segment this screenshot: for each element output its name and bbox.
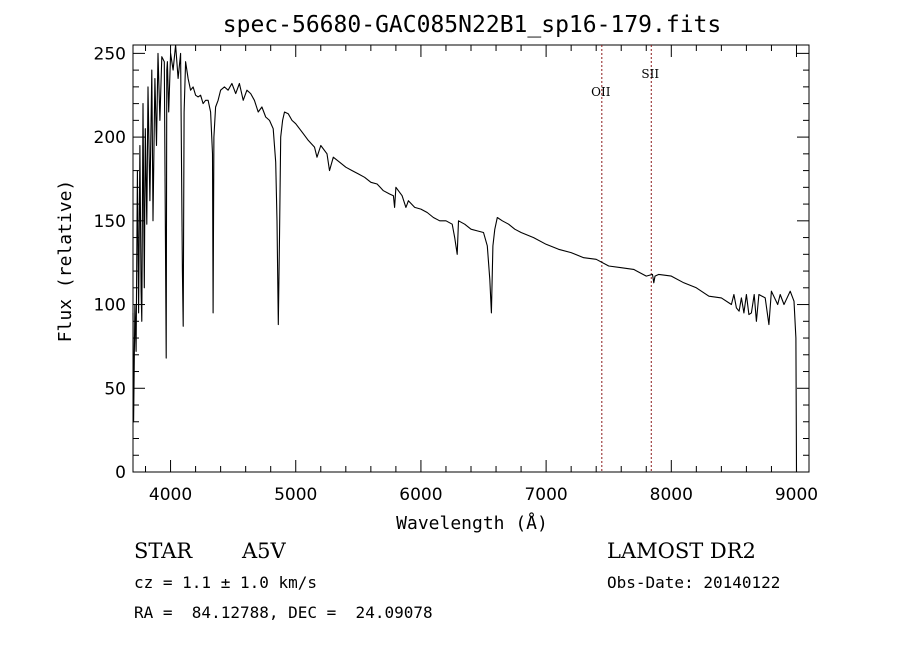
y-tick-label: 250 [94, 44, 126, 64]
y-tick-label: 150 [94, 212, 126, 232]
reference-label-sii: SII [641, 67, 659, 81]
object-type: STAR [134, 539, 193, 563]
x-tick-label: 8000 [650, 485, 693, 505]
spectral-subclass: A5V [242, 539, 286, 563]
axis-ticks [133, 45, 809, 473]
reference-label-oii: OII [591, 85, 611, 99]
survey-release: LAMOST DR2 [607, 539, 756, 563]
x-axis-label: Wavelength (Å) [396, 512, 548, 534]
chart-title: spec-56680-GAC085N22B1_sp16-179.fits [223, 12, 722, 38]
observation-date: Obs-Date: 20140122 [607, 573, 781, 592]
y-tick-label: 200 [94, 128, 126, 148]
x-tick-label: 4000 [149, 485, 192, 505]
reference-lines: OII SII [591, 45, 659, 472]
y-tick-label: 100 [94, 296, 126, 316]
y-tick-label: 50 [104, 379, 126, 399]
redshift-cz: cz = 1.1 ± 1.0 km/s [134, 573, 318, 592]
y-axis-label: Flux (relative) [55, 180, 76, 343]
x-tick-label: 7000 [524, 485, 567, 505]
axis-tick-labels: 4000 5000 6000 7000 8000 9000 0 50 100 150 200 250 [94, 44, 819, 505]
y-tick-label: 0 [115, 463, 126, 483]
x-tick-label: 6000 [399, 485, 442, 505]
spectrum-line [132, 44, 798, 473]
plot-frame [132, 44, 810, 473]
x-tick-label: 9000 [775, 485, 818, 505]
x-tick-label: 5000 [274, 485, 317, 505]
sky-coordinates: RA = 84.12788, DEC = 24.09078 [134, 603, 433, 622]
